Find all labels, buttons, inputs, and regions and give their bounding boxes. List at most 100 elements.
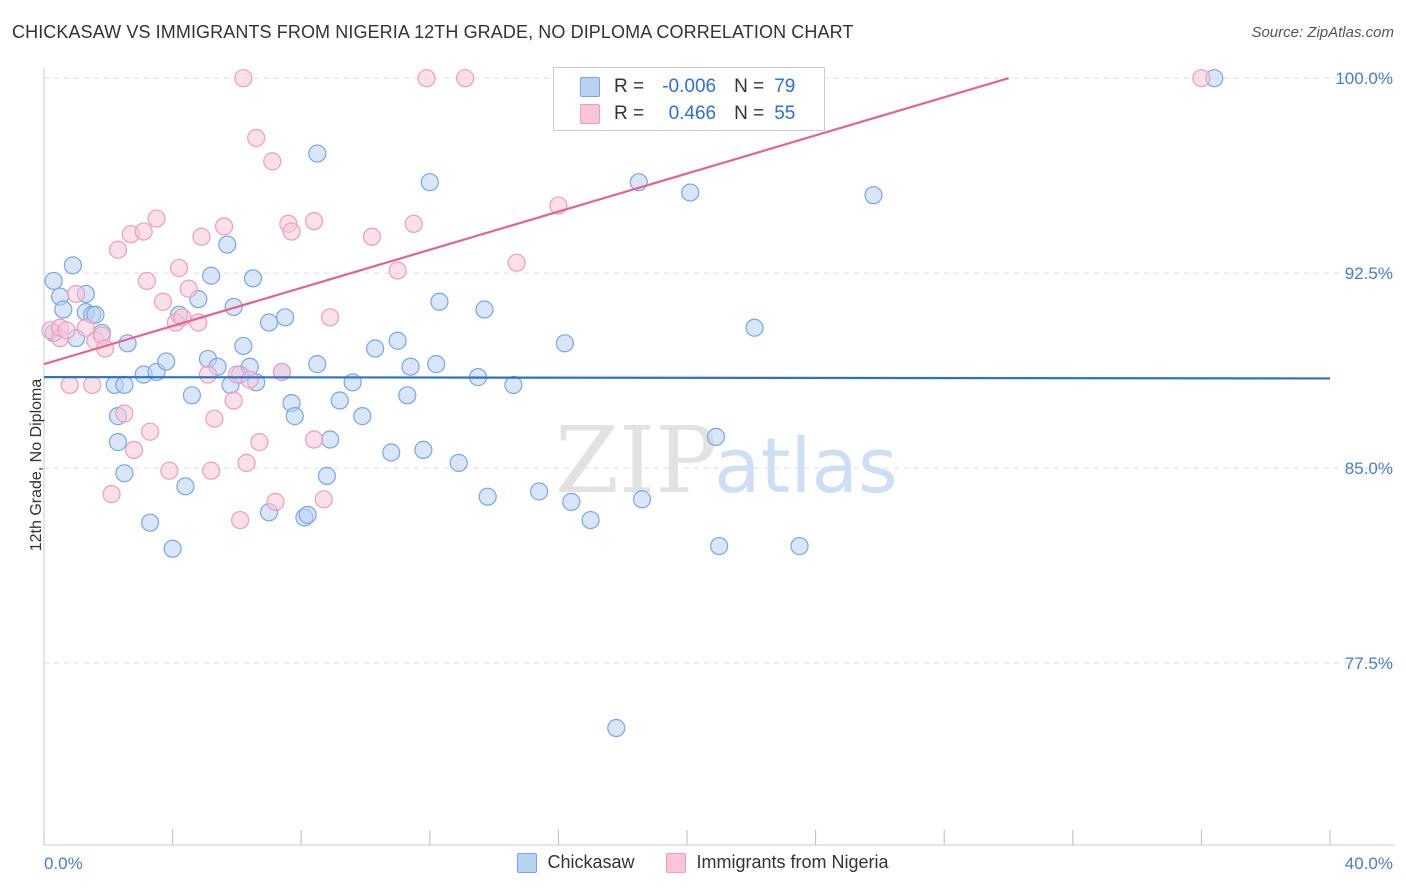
- legend-r-label: R =: [614, 76, 645, 97]
- data-point: [456, 69, 475, 88]
- legend-n-value: 55: [774, 103, 796, 124]
- data-point: [581, 510, 600, 530]
- data-point: [147, 209, 166, 228]
- x-tick-label-min: 0.0%: [44, 854, 83, 873]
- data-point: [86, 305, 105, 324]
- y-tick-label: 85.0%: [1345, 459, 1393, 478]
- source-label: Source: ZipAtlas.com: [1251, 24, 1394, 41]
- data-point: [321, 308, 340, 327]
- data-point: [44, 271, 63, 291]
- data-point: [108, 433, 128, 452]
- data-point: [388, 261, 407, 280]
- data-point: [160, 461, 179, 480]
- data-point: [632, 490, 652, 509]
- data-point: [266, 492, 285, 511]
- data-point: [234, 69, 253, 88]
- data-point: [240, 370, 259, 389]
- data-point: [163, 539, 182, 558]
- data-point: [231, 510, 250, 530]
- data-point: [404, 214, 423, 233]
- data-point: [234, 336, 253, 356]
- data-point: [57, 321, 76, 340]
- series-chickasaw: [44, 69, 1224, 738]
- data-point: [285, 407, 304, 426]
- data-point: [134, 222, 153, 241]
- axes: [43, 68, 1395, 846]
- trend-lines: [43, 77, 1331, 380]
- legend-swatch-nigeria: [666, 852, 687, 873]
- legend-label-nigeria: Immigrants from Nigeria: [696, 852, 889, 872]
- data-point: [115, 375, 134, 395]
- data-point: [530, 482, 549, 501]
- data-point: [102, 484, 121, 504]
- data-point: [317, 466, 337, 485]
- data-point: [60, 375, 79, 395]
- data-point: [169, 258, 189, 278]
- legend-r-value: 0.466: [668, 103, 717, 124]
- data-point: [67, 284, 86, 304]
- data-point: [362, 227, 382, 246]
- data-point: [272, 362, 292, 382]
- data-point: [198, 365, 218, 384]
- legend-r-value: -0.006: [662, 76, 717, 97]
- series-legend: Chickasaw Immigrants from Nigeria: [0, 852, 1406, 873]
- data-point: [108, 240, 128, 259]
- data-point: [353, 407, 372, 426]
- data-point: [189, 313, 208, 332]
- data-point: [83, 375, 102, 395]
- data-point: [414, 440, 433, 460]
- data-point: [790, 536, 809, 556]
- data-point: [54, 300, 73, 319]
- data-point: [192, 227, 211, 246]
- data-point: [401, 357, 420, 376]
- legend-swatch-chickasaw: [580, 77, 600, 97]
- legend-n-label: N =: [734, 76, 765, 97]
- data-point: [214, 217, 234, 236]
- data-point: [308, 144, 327, 163]
- legend-n-value: 79: [774, 76, 796, 97]
- legend-r-label: R =: [614, 103, 645, 124]
- chart-title: CHICKASAW VS IMMIGRANTS FROM NIGERIA 12T…: [12, 22, 854, 42]
- data-point: [176, 477, 195, 496]
- data-point: [388, 331, 407, 350]
- data-point: [417, 69, 436, 88]
- data-point: [76, 318, 95, 337]
- data-point: [247, 128, 266, 148]
- legend-row-chickasaw: R = -0.006 N = 79: [580, 75, 795, 99]
- data-point: [259, 313, 279, 332]
- data-point: [314, 490, 333, 509]
- data-point: [562, 492, 581, 511]
- data-point: [237, 453, 256, 472]
- data-point: [224, 391, 243, 410]
- data-point: [304, 212, 324, 231]
- data-point: [63, 256, 83, 275]
- y-tick-label: 77.5%: [1345, 654, 1393, 673]
- legend-n-label: N =: [734, 103, 765, 124]
- data-point: [745, 318, 764, 337]
- data-point: [382, 443, 401, 462]
- data-point: [449, 453, 468, 472]
- trend-line-chickasaw: [43, 376, 1331, 380]
- data-point: [276, 308, 295, 327]
- data-point: [681, 183, 700, 202]
- data-point: [250, 433, 269, 452]
- data-point: [304, 430, 324, 449]
- data-point: [366, 339, 385, 358]
- data-point: [427, 355, 446, 374]
- data-point: [205, 409, 224, 428]
- data-point: [710, 536, 729, 556]
- trend-line-nigeria: [43, 77, 1009, 366]
- data-point: [179, 279, 198, 298]
- data-point: [140, 513, 160, 532]
- legend-item-nigeria: Immigrants from Nigeria: [666, 852, 889, 873]
- data-point: [607, 718, 626, 738]
- data-point: [124, 440, 144, 460]
- y-tick-label: 100.0%: [1335, 69, 1393, 88]
- data-point: [157, 352, 176, 371]
- stats-legend: R = -0.006 N = 79 R = 0.466 N = 55: [553, 67, 825, 131]
- y-tick-labels: 77.5% 85.0% 92.5% 100.0%: [1335, 69, 1393, 673]
- y-tick-label: 92.5%: [1345, 264, 1393, 283]
- data-point: [202, 266, 221, 285]
- data-point: [282, 222, 301, 241]
